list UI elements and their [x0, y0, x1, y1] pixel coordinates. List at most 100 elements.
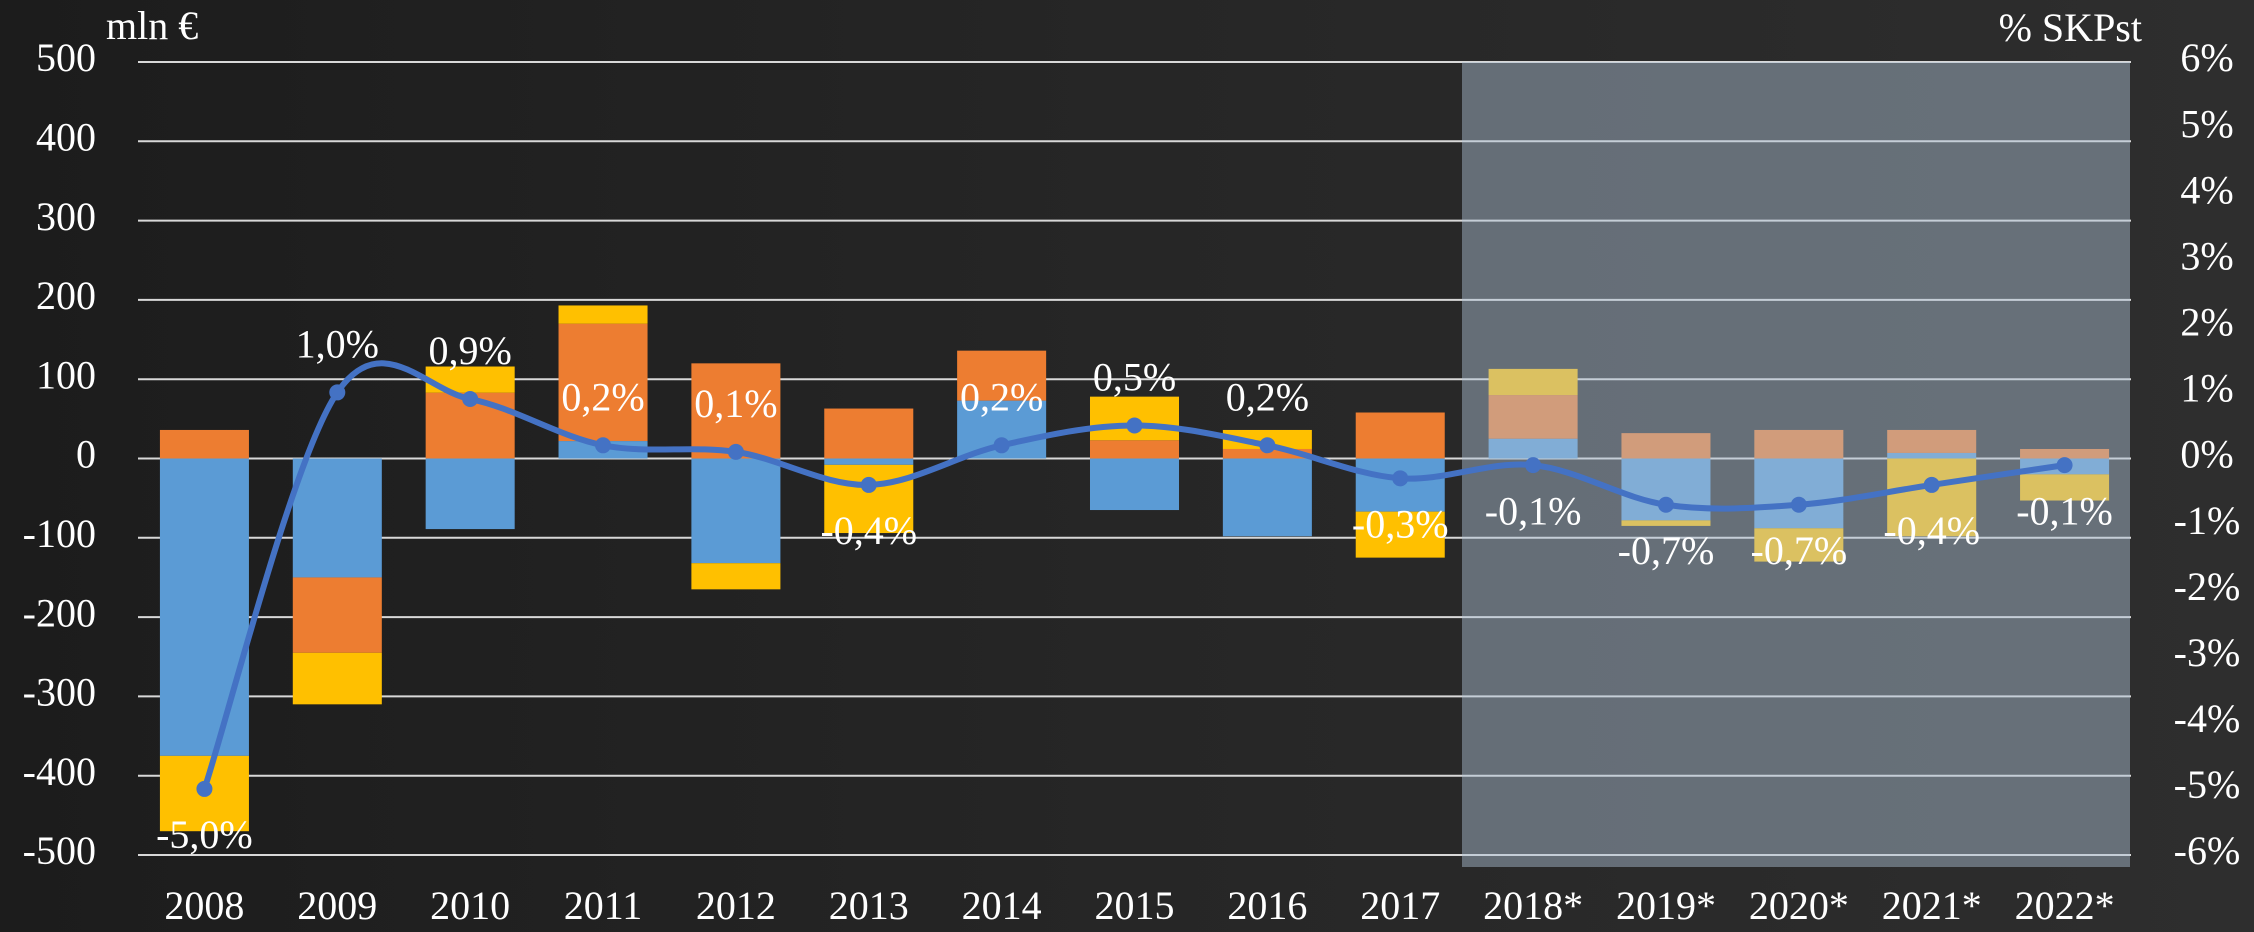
bar-segment: [824, 458, 914, 465]
y2-tick-label: 6%: [2180, 35, 2233, 80]
data-label: 0,5%: [1093, 355, 1176, 400]
x-tick-label: 2018*: [1483, 883, 1583, 928]
data-label: -0,1%: [2016, 488, 2113, 533]
y-tick-label: 300: [36, 194, 96, 239]
y-tick-label: 100: [36, 352, 96, 397]
y-tick-label: 0: [76, 432, 96, 477]
labels: -500 -400 -300 -200 -100 0 100 200 300 400 500 -6% -…: [23, 35, 2241, 928]
data-label: 0,2%: [960, 374, 1043, 419]
x-tick-label: 2020*: [1749, 883, 1849, 928]
x-tick-label: 2016: [1227, 883, 1307, 928]
y2-tick-label: -1%: [2174, 498, 2241, 543]
data-label: -0,7%: [1751, 528, 1848, 573]
bar-segment: [1887, 452, 1977, 459]
y2-tick-label: -4%: [2174, 696, 2241, 741]
data-label: 0,1%: [694, 381, 777, 426]
x-tick-label: 2017: [1360, 883, 1440, 928]
bar-segment: [1089, 458, 1180, 511]
line-point: [1525, 457, 1542, 474]
line: [201, 360, 2066, 790]
x-tick-label: 2021*: [1882, 883, 1982, 928]
x-tick-label: 2014: [962, 883, 1042, 928]
line-point: [462, 391, 479, 408]
line-point: [1790, 496, 1807, 513]
bar-segment: [1887, 458, 1977, 537]
bar-segment: [824, 408, 914, 459]
bar-segment: [425, 458, 515, 530]
y2-tick-label: -3%: [2174, 630, 2241, 675]
y2-tick-label: -5%: [2174, 762, 2241, 807]
data-label: 0,9%: [429, 328, 512, 373]
y2-tick-label: 2%: [2180, 300, 2233, 345]
line-point: [860, 476, 877, 493]
bar-segment: [1355, 511, 1445, 558]
bar-segment: [292, 577, 382, 653]
y2-tick-label: 1%: [2180, 366, 2233, 411]
bar-segment: [159, 458, 249, 756]
x-tick-label: 2012: [696, 883, 776, 928]
bar-segment: [691, 563, 781, 590]
bar-segment: [558, 305, 648, 324]
y-tick-label: 200: [36, 273, 96, 318]
y2-tick-label: 5%: [2180, 101, 2233, 146]
bar-segment: [1754, 528, 1844, 562]
y2-tick-label: 4%: [2180, 167, 2233, 212]
line-point: [993, 437, 1010, 454]
x-tick-label: 2022*: [2015, 883, 2115, 928]
line-point: [196, 780, 213, 797]
y-tick-label: -300: [23, 670, 96, 715]
x-tick-label: 2011: [564, 883, 643, 928]
x-tick-label: 2015: [1095, 883, 1175, 928]
y2-tick-label: -2%: [2174, 564, 2241, 609]
bar-segment: [2020, 448, 2110, 459]
bar-segment: [1754, 429, 1844, 459]
data-label: -0,1%: [1485, 488, 1582, 533]
data-label: -0,4%: [820, 508, 917, 553]
data-label: 1,0%: [296, 322, 379, 367]
bar-segment: [691, 458, 781, 564]
bar-segment: [957, 350, 1047, 401]
data-label: -0,7%: [1618, 528, 1715, 573]
y-tick-label: -200: [23, 590, 96, 635]
data-label: -5,0%: [156, 812, 253, 857]
y-tick-label: -400: [23, 749, 96, 794]
bar-segment: [159, 429, 249, 459]
bar-segment: [824, 464, 914, 534]
line-point: [329, 384, 346, 401]
line-layer: [196, 360, 2073, 797]
y-tick-label: 400: [36, 114, 96, 159]
line-point: [1923, 476, 1940, 493]
bar-segment: [1488, 395, 1578, 439]
x-tick-label: 2008: [164, 883, 244, 928]
line-point: [1392, 470, 1409, 487]
y-tick-label: -500: [23, 828, 96, 873]
forecast-shade: [1462, 62, 2130, 867]
x-tick-label: 2019*: [1616, 883, 1716, 928]
bar-segment: [1488, 438, 1578, 459]
y-axis-label: mln €: [106, 3, 198, 48]
bar-segment: [1488, 368, 1578, 396]
bar-segment: [558, 323, 648, 442]
bar-segment: [1754, 458, 1844, 529]
bar-segment: [1089, 440, 1180, 459]
bars: [159, 305, 2110, 832]
y2-axis-label: % SKPst: [1999, 5, 2142, 50]
data-label: -0,4%: [1883, 508, 1980, 553]
bar-segment: [1621, 433, 1711, 459]
x-tick-label: 2009: [297, 883, 377, 928]
bar-segment: [691, 363, 781, 459]
line-point: [1126, 417, 1143, 434]
bar-segment: [1887, 429, 1977, 453]
bar-segment: [2020, 474, 2110, 501]
line-point: [1657, 496, 1674, 513]
x-tick-label: 2010: [430, 883, 510, 928]
y-tick-label: -100: [23, 511, 96, 556]
bar-segment: [1621, 520, 1711, 526]
x-tick-label: 2013: [829, 883, 909, 928]
line-point: [595, 437, 612, 454]
bar-segment: [1222, 458, 1312, 537]
data-label: 0,2%: [1226, 374, 1309, 419]
data-label: -0,3%: [1352, 501, 1449, 546]
line-point: [2056, 457, 2073, 474]
data-label: 0,2%: [561, 374, 644, 419]
